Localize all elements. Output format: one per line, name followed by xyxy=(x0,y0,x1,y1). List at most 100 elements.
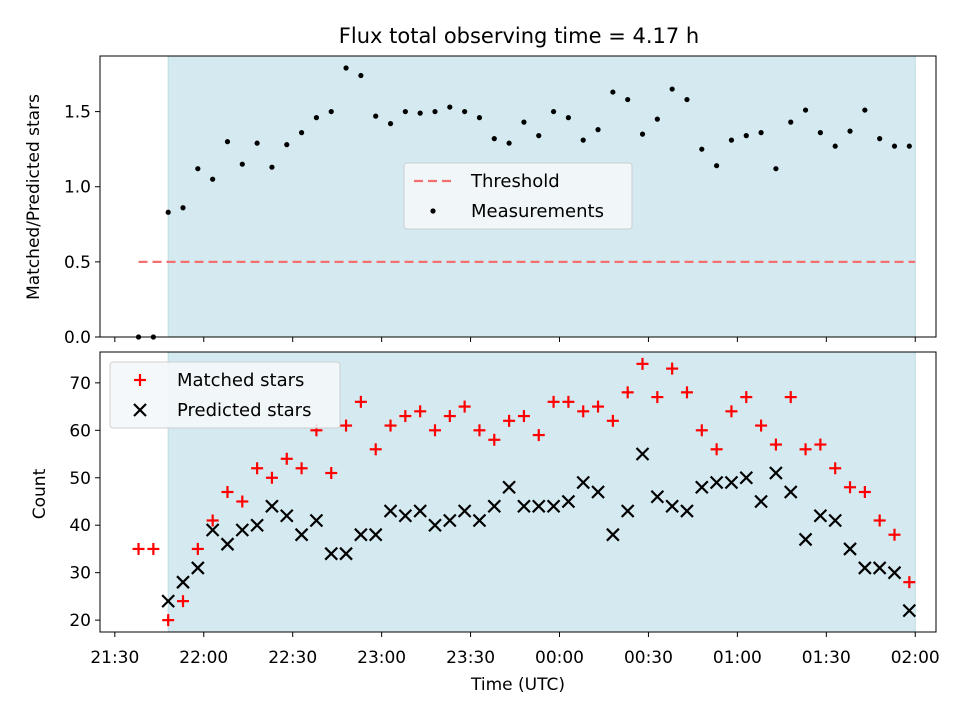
measurement-point xyxy=(269,164,275,170)
matched-stars-point xyxy=(606,414,619,427)
predicted-stars-point xyxy=(176,575,190,589)
measurement-point xyxy=(625,96,631,103)
measurement-point xyxy=(254,140,260,146)
ratio-plot-frame xyxy=(99,55,937,338)
predicted-stars-point xyxy=(294,527,309,542)
predicted-stars-point xyxy=(457,504,472,518)
measurement-point xyxy=(773,166,779,172)
matched-stars-point xyxy=(695,424,708,437)
matched-stars-point xyxy=(829,462,842,475)
y-tick-label: 50 xyxy=(69,469,91,489)
matched-stars-point xyxy=(147,542,160,555)
x-tick-label: 01:30 xyxy=(802,648,851,668)
x-tick-label: 00:30 xyxy=(624,648,673,668)
matched-stars-point xyxy=(592,400,605,413)
predicted-stars-point xyxy=(769,466,783,480)
predicted-stars-point xyxy=(279,508,294,523)
measurement-point xyxy=(728,137,735,143)
matched-stars-point xyxy=(221,486,234,498)
legend-measurements-label: Measurements xyxy=(471,201,604,222)
measurement-point xyxy=(550,108,557,115)
count-x-ticks: 21:30 22:00 22:30 23:00 23:30 00:00 00:30 01:00… xyxy=(90,632,940,668)
predicted-stars-point xyxy=(872,561,887,575)
measurement-point xyxy=(580,137,586,143)
measurement-point xyxy=(210,176,216,182)
predicted-stars-point xyxy=(724,475,739,490)
predicted-stars-point xyxy=(354,527,368,542)
predicted-stars-point xyxy=(443,513,457,528)
count-panel: 20 30 40 50 60 70 21:30 22:00 22:30 23:00 23:30 00… xyxy=(30,351,940,695)
measurement-point xyxy=(328,108,334,115)
measurement-point xyxy=(565,115,571,121)
matched-stars-point xyxy=(858,486,871,498)
matched-stars-point xyxy=(710,443,723,456)
matched-stars-point xyxy=(532,429,545,442)
predicted-stars-point xyxy=(561,494,576,509)
predicted-stars-point xyxy=(813,508,828,523)
count-legend-box xyxy=(109,361,341,429)
predicted-stars-point xyxy=(472,513,487,528)
measurement-point xyxy=(343,65,349,71)
legend-predicted-marker xyxy=(133,403,147,417)
matched-stars-point xyxy=(725,405,738,418)
y-tick-label: 1.5 xyxy=(64,103,91,123)
predicted-stars-points xyxy=(161,447,917,618)
predicted-stars-point xyxy=(220,537,235,551)
predicted-stars-point xyxy=(739,470,754,485)
measurement-point xyxy=(195,166,201,172)
measurement-point xyxy=(847,128,853,134)
predicted-stars-point xyxy=(324,546,339,561)
matched-stars-point xyxy=(666,362,679,375)
matched-stars-point xyxy=(280,452,293,465)
measurement-point xyxy=(432,108,438,115)
predicted-stars-point xyxy=(798,532,813,547)
measurement-point xyxy=(387,121,394,127)
matched-stars-point xyxy=(473,424,486,437)
ratio-x-ticks xyxy=(114,337,916,342)
predicted-stars-point xyxy=(606,527,620,542)
matched-stars-point xyxy=(177,595,190,608)
measurement-point xyxy=(373,113,379,119)
matched-stars-point xyxy=(740,391,753,404)
measurement-point xyxy=(165,209,171,215)
measurement-point xyxy=(358,72,364,79)
x-tick-label: 01:00 xyxy=(713,648,762,668)
predicted-stars-point xyxy=(783,485,798,499)
matched-stars-point xyxy=(251,462,264,475)
measurement-point xyxy=(476,115,483,121)
legend-matched-swatch xyxy=(134,374,146,386)
predicted-stars-point xyxy=(413,504,427,518)
matched-stars-point xyxy=(517,410,530,423)
count-plot-frame xyxy=(99,351,937,633)
measurement-point xyxy=(639,131,646,137)
predicted-stars-point xyxy=(383,504,398,518)
count-y-ticks: 20 30 40 50 60 70 xyxy=(69,374,100,631)
predicted-stars-point xyxy=(339,546,353,561)
matched-stars-point xyxy=(636,357,649,370)
predicted-stars-point xyxy=(191,561,205,575)
x-tick-label: 23:30 xyxy=(446,648,495,668)
matched-stars-point xyxy=(651,391,664,404)
count-legend: Matched stars Predicted stars xyxy=(109,361,341,429)
matched-stars-point xyxy=(799,443,812,456)
legend-predicted-swatch xyxy=(133,403,147,417)
measurement-point xyxy=(224,139,231,145)
predicted-stars-point xyxy=(680,504,694,518)
matched-stars-point xyxy=(443,410,456,423)
predicted-stars-point xyxy=(709,475,724,490)
predicted-stars-point xyxy=(428,518,442,532)
measurement-point xyxy=(743,133,749,139)
predicted-stars-point xyxy=(591,485,605,499)
y-tick-label: 0.5 xyxy=(64,253,91,273)
measurement-point xyxy=(491,136,497,142)
predicted-stars-point xyxy=(754,494,768,509)
measurement-point xyxy=(832,143,838,149)
predicted-stars-point xyxy=(487,499,502,514)
measurement-point xyxy=(298,130,305,136)
measurement-point xyxy=(906,143,912,149)
matched-stars-point xyxy=(295,462,308,475)
measurement-point xyxy=(595,127,601,133)
measurement-point xyxy=(802,107,809,113)
measurement-point xyxy=(654,116,660,122)
